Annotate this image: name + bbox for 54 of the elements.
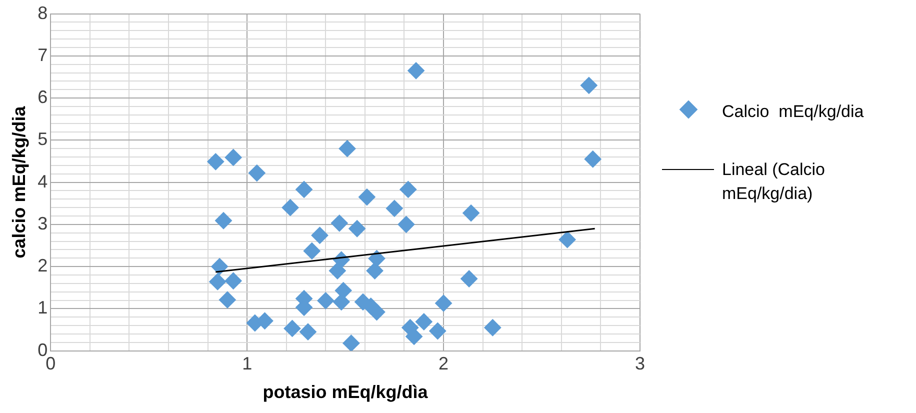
point <box>408 62 425 80</box>
y-tick-label: 6 <box>38 87 48 108</box>
point <box>358 188 376 206</box>
x-tick-label: 3 <box>634 354 646 374</box>
point <box>386 200 403 217</box>
point <box>584 150 602 168</box>
point <box>328 262 346 280</box>
point <box>338 140 356 158</box>
y-tick-label: 7 <box>38 44 48 65</box>
point <box>303 242 320 260</box>
legend-label: Lineal (Calcio mEq/kg/dia) <box>722 159 826 205</box>
point <box>209 273 226 290</box>
point <box>460 270 478 288</box>
point <box>398 216 415 233</box>
point <box>317 292 334 310</box>
x-axis-title: potasio mEq/kg/dìa <box>262 382 429 402</box>
y-tick-label: 2 <box>38 256 48 276</box>
point <box>215 212 232 230</box>
point <box>311 226 328 244</box>
point <box>332 293 350 310</box>
point <box>415 313 432 330</box>
legend-label: Calcio mEq/kg/dia <box>722 101 864 123</box>
y-tick-label: 1 <box>38 298 48 318</box>
y-tick-label: 8 <box>38 2 48 23</box>
point <box>348 220 366 238</box>
point <box>429 322 446 340</box>
point <box>248 164 266 182</box>
y-tick-label: 4 <box>38 171 48 192</box>
y-tick-label: 0 <box>38 340 48 360</box>
point <box>224 148 242 166</box>
point <box>211 258 228 276</box>
point <box>334 282 352 300</box>
point <box>282 199 299 216</box>
point <box>224 272 242 290</box>
point <box>296 180 313 198</box>
point <box>435 294 452 312</box>
point <box>342 334 360 351</box>
point <box>558 231 576 248</box>
point <box>580 76 598 94</box>
y-axis-title: calcio mEq/kg/dia <box>8 105 29 258</box>
point <box>368 250 386 268</box>
x-tick-label: 2 <box>438 354 449 374</box>
point <box>462 204 480 222</box>
point <box>400 180 417 198</box>
point <box>330 214 348 232</box>
x-tick-label: 1 <box>242 354 252 374</box>
point <box>207 153 224 170</box>
point <box>299 323 316 340</box>
point <box>366 262 384 280</box>
point <box>284 320 301 337</box>
point <box>484 319 502 336</box>
y-tick-label: 3 <box>38 213 48 234</box>
point <box>218 291 236 308</box>
y-tick-label: 5 <box>38 129 48 150</box>
